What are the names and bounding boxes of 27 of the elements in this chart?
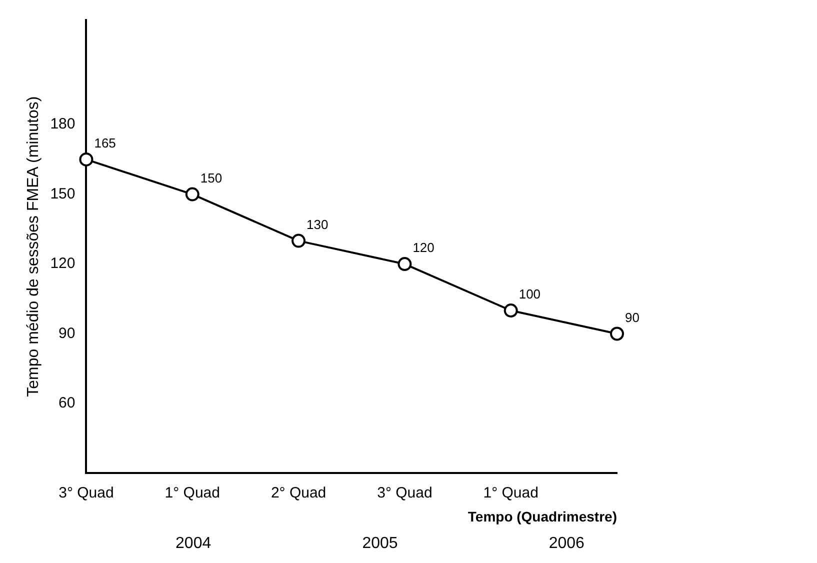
x-tick-label: 3° Quad xyxy=(58,484,114,502)
data-label: 100 xyxy=(518,286,541,302)
y-tick-label: 60 xyxy=(58,394,76,412)
point xyxy=(398,257,412,272)
x-tick-label: 1° Quad xyxy=(164,484,220,502)
text: 2006 xyxy=(548,535,584,553)
text: 2004 xyxy=(176,535,212,553)
text: 2005 xyxy=(362,535,398,553)
data-label: 90 xyxy=(625,310,640,325)
data-label: 130 xyxy=(306,216,328,232)
y-tick-label: 120 xyxy=(50,255,76,272)
x-tick-label: 2° Quad xyxy=(270,484,326,502)
point xyxy=(79,152,94,166)
x-axis-title: Tempo (Quadrimestre) xyxy=(468,508,617,524)
point xyxy=(610,326,624,341)
y-axis-title: Tempo médio de sessões FMEA (minutos) xyxy=(25,96,42,397)
data-label: 150 xyxy=(200,170,222,186)
point xyxy=(292,234,306,248)
data-label: 165 xyxy=(94,135,116,150)
point xyxy=(504,304,518,318)
y-tick-label: 150 xyxy=(50,185,76,202)
y-tick-label: 90 xyxy=(58,324,76,342)
data-label: 120 xyxy=(412,240,434,256)
y-tick-label: 180 xyxy=(50,116,76,133)
x-tick-label: 3° Quad xyxy=(377,484,432,502)
x-tick-label: 1° Quad xyxy=(483,484,538,502)
point xyxy=(185,187,200,202)
